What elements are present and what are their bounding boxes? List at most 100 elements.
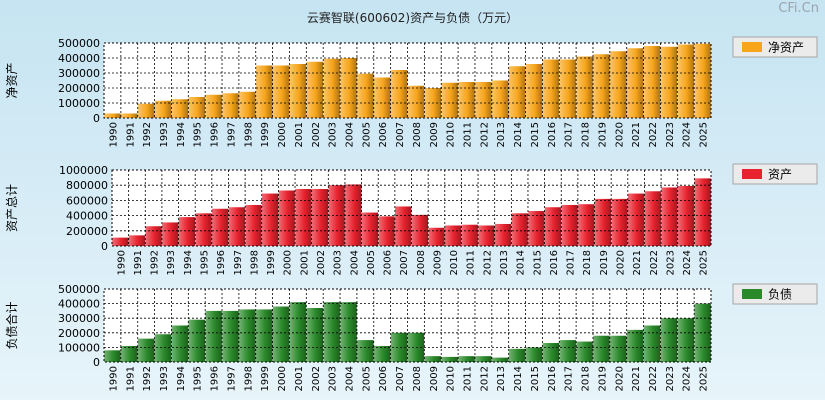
- y-tick-label: 200000: [58, 82, 100, 95]
- x-tick-label: 2001: [294, 122, 305, 147]
- bar-2003: [323, 58, 340, 118]
- x-tick-label: 2010: [449, 250, 460, 275]
- bar-2006: [373, 77, 391, 118]
- bar-2007: [390, 70, 408, 118]
- x-tick-label: 1993: [159, 366, 170, 391]
- bar-2018: [576, 56, 593, 118]
- x-tick-label: 2009: [432, 250, 443, 275]
- x-tick-label: 2023: [665, 366, 676, 391]
- bar-1991: [121, 345, 138, 362]
- bar-2012: [475, 356, 492, 362]
- bar-1995: [195, 213, 212, 246]
- x-tick-label: 2000: [283, 250, 294, 275]
- bar-2007: [395, 206, 412, 246]
- x-tick-label: 1993: [159, 122, 170, 147]
- x-tick-label: 2003: [328, 366, 339, 391]
- y-axis-title: 净资产: [5, 62, 19, 98]
- bar-2020: [611, 198, 628, 246]
- bar-1995: [188, 319, 205, 362]
- bar-2024: [677, 44, 694, 118]
- x-tick-label: 2016: [549, 250, 560, 275]
- bar-2016: [542, 59, 560, 118]
- y-tick-label: 400000: [58, 298, 100, 311]
- x-tick-label: 2024: [682, 366, 693, 391]
- x-tick-label: 1995: [200, 250, 211, 275]
- x-tick-label: 2022: [648, 122, 659, 147]
- x-tick-label: 2006: [378, 366, 389, 391]
- bar-2018: [578, 204, 595, 246]
- bar-2015: [525, 347, 543, 362]
- y-tick-label: 500000: [58, 37, 100, 50]
- bar-2016: [542, 343, 560, 362]
- x-tick-label: 2005: [366, 250, 377, 275]
- x-tick-label: 2008: [416, 250, 427, 275]
- bar-1997: [228, 207, 245, 246]
- bar-2019: [593, 335, 610, 362]
- bar-2021: [626, 48, 644, 118]
- x-tick-label: 1992: [142, 366, 153, 391]
- x-tick-label: 2020: [614, 122, 625, 147]
- x-tick-label: 2002: [311, 122, 322, 147]
- x-tick-label: 1990: [108, 366, 119, 391]
- bar-2001: [289, 302, 307, 362]
- x-tick-label: 2025: [699, 122, 710, 147]
- x-tick-label: 2020: [614, 366, 625, 391]
- bar-2024: [677, 318, 694, 362]
- panel-2: 0 200000 400000 600000 800000 1000000 1990 1991…: [5, 163, 818, 275]
- x-tick-label: 2009: [429, 366, 440, 391]
- bar-2023: [660, 318, 678, 362]
- x-tick-label: 2007: [395, 366, 406, 391]
- y-tick-label: 200000: [66, 225, 108, 238]
- x-tick-label: 1997: [233, 250, 244, 275]
- bar-1990: [112, 237, 129, 246]
- x-tick-label: 2011: [463, 122, 474, 147]
- x-tick-label: 2014: [516, 250, 527, 275]
- x-tick-label: 2000: [277, 122, 288, 147]
- x-tick-label: 2007: [399, 250, 410, 275]
- bar-2022: [643, 46, 661, 118]
- legend-swatch: [742, 289, 762, 299]
- bar-1993: [162, 222, 179, 246]
- bar-2012: [475, 82, 492, 118]
- y-tick-label: 600000: [66, 194, 108, 207]
- x-tick-label: 2018: [581, 366, 592, 391]
- y-tick-label: 0: [93, 112, 100, 125]
- x-tick-label: 2020: [615, 250, 626, 275]
- y-tick-label: 500000: [58, 283, 100, 296]
- y-tick-label: 0: [101, 240, 108, 253]
- y-tick-label: 300000: [58, 312, 100, 325]
- plot-border: [103, 42, 712, 119]
- x-tick-label: 2014: [513, 122, 524, 147]
- bar-1992: [145, 226, 162, 246]
- x-tick-label: 1996: [216, 250, 227, 275]
- bar-2005: [357, 73, 374, 118]
- x-tick-label: 1994: [176, 366, 187, 391]
- bar-2022: [644, 191, 661, 246]
- plot-border: [111, 169, 712, 247]
- y-tick-label: 100000: [58, 341, 100, 354]
- x-tick-label: 1992: [142, 122, 153, 147]
- bar-2011: [458, 82, 475, 118]
- bar-2018: [576, 341, 593, 362]
- x-tick-label: 2024: [682, 250, 693, 275]
- x-tick-label: 2021: [631, 122, 642, 147]
- y-tick-label: 400000: [58, 52, 100, 65]
- x-tick-label: 2021: [631, 366, 642, 391]
- y-tick-label: 300000: [58, 67, 100, 80]
- x-tick-label: 2011: [466, 250, 477, 275]
- bar-2014: [511, 213, 528, 246]
- x-tick-label: 1999: [260, 122, 271, 147]
- x-tick-label: 2019: [599, 250, 610, 275]
- bar-2014: [508, 66, 526, 118]
- bar-1990: [104, 113, 121, 118]
- x-tick-label: 2014: [513, 366, 524, 391]
- bar-1992: [137, 338, 155, 362]
- y-tick-label: 0: [93, 356, 100, 369]
- bar-1996: [212, 208, 229, 246]
- panel-1: 0 100000 200000 300000 400000 500000 1990 1991 1…: [5, 36, 818, 147]
- bar-2001: [295, 189, 312, 246]
- x-tick-label: 2008: [412, 122, 423, 147]
- x-tick-label: 2003: [333, 250, 344, 275]
- bar-2001: [289, 64, 307, 118]
